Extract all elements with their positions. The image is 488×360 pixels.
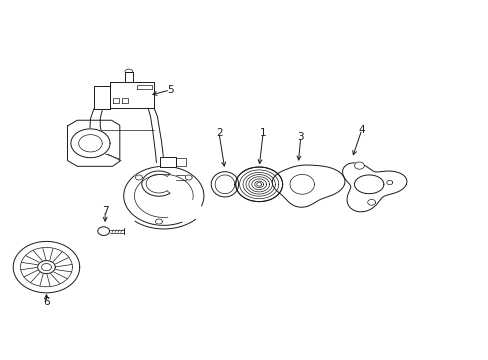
Polygon shape <box>41 264 51 271</box>
Polygon shape <box>13 242 80 293</box>
Polygon shape <box>215 175 234 194</box>
Polygon shape <box>367 199 375 205</box>
Polygon shape <box>160 157 176 167</box>
Text: 1: 1 <box>259 128 266 138</box>
Polygon shape <box>124 72 133 82</box>
Polygon shape <box>211 172 238 197</box>
Polygon shape <box>354 175 383 194</box>
Text: 3: 3 <box>297 132 304 142</box>
Text: 7: 7 <box>102 206 108 216</box>
Polygon shape <box>20 247 72 287</box>
Text: 5: 5 <box>166 85 173 95</box>
Text: 4: 4 <box>358 125 365 135</box>
Polygon shape <box>110 82 154 108</box>
Polygon shape <box>185 175 192 180</box>
Polygon shape <box>123 166 203 225</box>
Polygon shape <box>386 180 392 185</box>
Polygon shape <box>98 227 109 235</box>
Polygon shape <box>79 135 102 152</box>
Polygon shape <box>272 165 344 207</box>
Polygon shape <box>256 183 261 186</box>
Polygon shape <box>342 163 406 212</box>
Polygon shape <box>38 261 55 274</box>
Polygon shape <box>354 162 364 169</box>
Polygon shape <box>67 120 120 166</box>
Polygon shape <box>155 219 162 224</box>
Text: 2: 2 <box>215 128 222 138</box>
Polygon shape <box>71 129 110 158</box>
Text: 6: 6 <box>43 297 50 307</box>
Polygon shape <box>135 175 142 180</box>
Polygon shape <box>289 175 314 194</box>
Polygon shape <box>94 86 110 109</box>
